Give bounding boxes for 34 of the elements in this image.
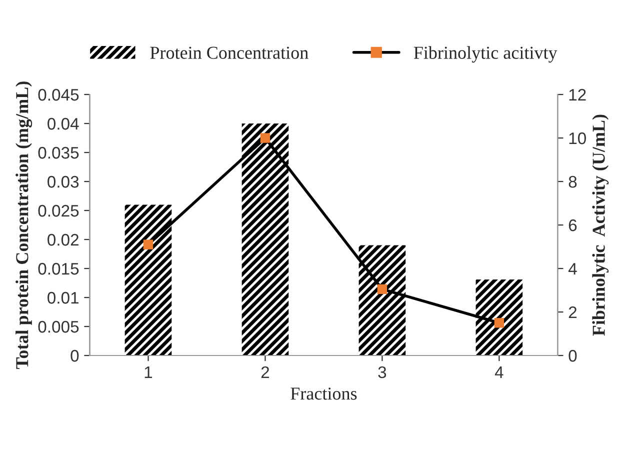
legend-label: Protein Concentration <box>150 46 308 59</box>
point <box>494 318 504 328</box>
y-tick-label: 0.01 <box>48 292 79 304</box>
y2-tick-label: 6 <box>568 219 577 232</box>
x-tick-label: 3 <box>378 366 386 378</box>
bar <box>242 124 289 356</box>
bar <box>358 245 406 356</box>
y2-tick-label: 2 <box>568 306 577 318</box>
y2-tick-label: 8 <box>568 176 577 188</box>
legend-label: Fibrinolytic acitivty <box>414 46 558 63</box>
y-tick-label: 0.04 <box>48 118 79 130</box>
x-tick-label: 4 <box>494 366 504 378</box>
y2-tick-label: 4 <box>568 263 577 275</box>
x-tick-label: 2 <box>261 366 270 378</box>
y-axis-title: Total protein Concentration (mg/mL) <box>16 82 32 369</box>
y2-tick-label: 10 <box>569 132 586 144</box>
bar <box>476 280 523 356</box>
y-tick-label: 0.035 <box>38 146 79 159</box>
point <box>260 133 270 143</box>
y-tick-label: 0 <box>70 350 79 362</box>
y2-tick-label: 0 <box>568 350 577 362</box>
y-tick-label: 0.025 <box>38 204 79 217</box>
y-tick-label: 0.045 <box>38 88 79 101</box>
point <box>143 240 154 250</box>
y-tick-label: 0.03 <box>48 176 79 188</box>
x-axis-title: Fractions <box>290 388 357 400</box>
y-tick-label: 0.005 <box>38 320 79 333</box>
y-tick-label: 0.015 <box>38 262 79 275</box>
y2-axis-title: Fibrinolytic Activity (U/mL) <box>592 114 609 336</box>
x-tick-label: 1 <box>144 366 152 378</box>
y-tick-label: 0.02 <box>48 234 78 246</box>
bar <box>124 204 172 356</box>
point <box>377 284 388 294</box>
y2-tick-label: 12 <box>569 88 586 101</box>
